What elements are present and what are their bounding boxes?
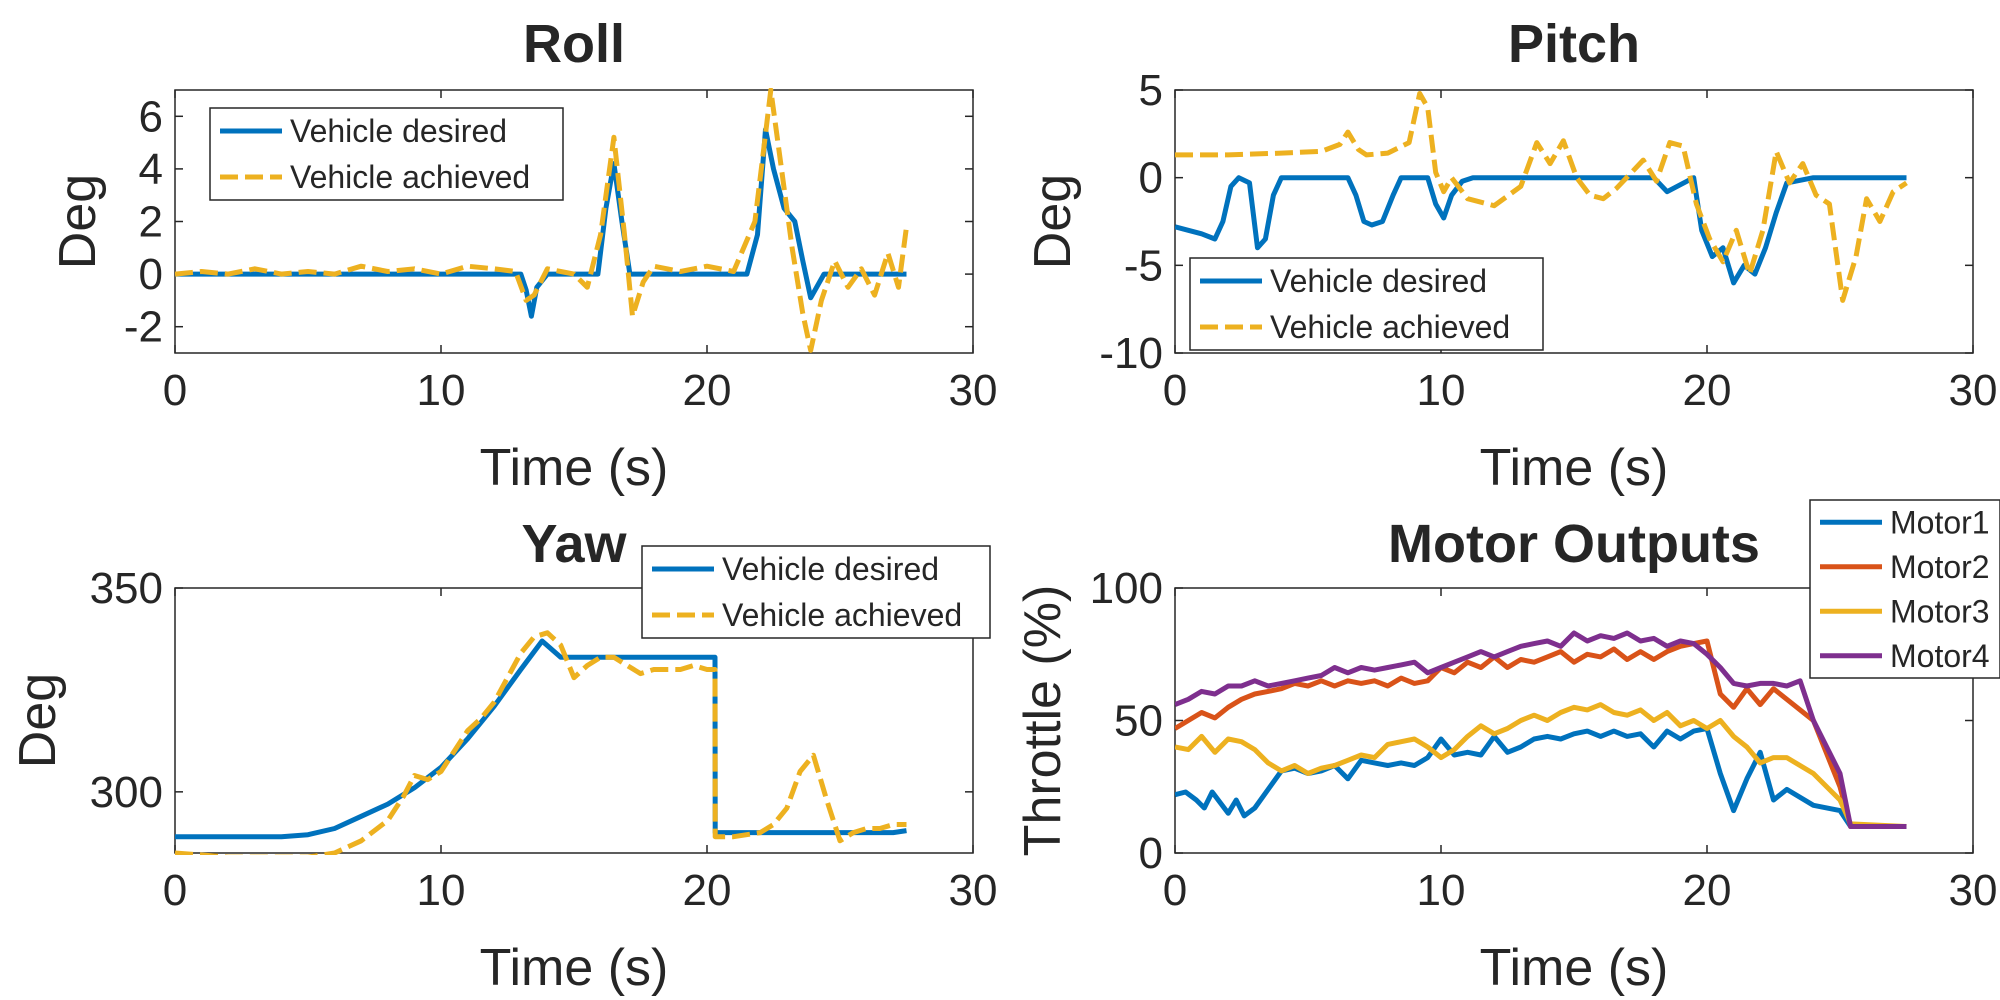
x-tick-label: 30 <box>949 866 998 915</box>
legend-label: Motor2 <box>1890 549 1990 585</box>
x-axis-label: Time (s) <box>1480 439 1669 497</box>
x-axis-label: Time (s) <box>1480 939 1669 997</box>
legend-label: Motor3 <box>1890 593 1990 629</box>
series-line-vehicle-achieved <box>175 88 909 353</box>
x-tick-label: 0 <box>1163 366 1187 415</box>
x-tick-label: 20 <box>1683 866 1732 915</box>
x-tick-label: 0 <box>163 866 187 915</box>
x-tick-label: 0 <box>1163 866 1187 915</box>
chart-yaw: 0 10 20 30 300 350 Yaw Time (s) Deg Vehicle desir… <box>9 514 997 997</box>
chart-motors: 0 10 20 30 0 50 100 Motor Outputs Time (s) Thrott… <box>1014 499 2000 997</box>
x-tick-label: 20 <box>683 366 732 415</box>
y-tick-label: -2 <box>124 303 163 352</box>
y-tick-label: 0 <box>1139 154 1163 203</box>
x-tick-label: 30 <box>949 366 998 415</box>
x-tick-label: 10 <box>417 866 466 915</box>
legend-label: Vehicle achieved <box>290 159 530 195</box>
chart-title: Roll <box>523 14 625 74</box>
y-axis-label: Deg <box>49 174 107 269</box>
series-group <box>1175 630 1907 829</box>
legend: Vehicle desired Vehicle achieved <box>641 545 991 639</box>
x-tick-label: 0 <box>163 366 187 415</box>
series-line-vehicle-desired <box>175 638 907 840</box>
x-axis-label: Time (s) <box>480 939 669 997</box>
y-tick-label: 100 <box>1090 564 1163 613</box>
legend-box <box>641 545 991 639</box>
y-tick-label: 0 <box>1139 829 1163 878</box>
y-tick-label: 0 <box>139 250 163 299</box>
legend-box <box>1189 257 1544 351</box>
y-tick-label: -5 <box>1124 241 1163 290</box>
y-tick-label: -10 <box>1099 329 1163 378</box>
y-axis-label: Deg <box>9 673 67 768</box>
x-tick-label: 20 <box>683 866 732 915</box>
x-axis-label: Time (s) <box>480 439 669 497</box>
legend-box <box>1809 499 2000 679</box>
legend-box <box>209 107 564 201</box>
chart-title: Yaw <box>521 514 627 574</box>
series-line-motor1 <box>1175 726 1907 829</box>
chart-title: Motor Outputs <box>1388 514 1760 574</box>
series-line-motor3 <box>1175 702 1907 829</box>
legend-label: Vehicle desired <box>290 113 507 149</box>
legend-label: Vehicle desired <box>1270 263 1487 299</box>
x-tick-label: 30 <box>1949 366 1998 415</box>
series-line-motor2 <box>1175 638 1907 829</box>
y-tick-label: 350 <box>90 564 163 613</box>
y-tick-label: 300 <box>90 768 163 817</box>
series-line-vehicle-achieved <box>1175 91 1908 303</box>
legend: Vehicle desired Vehicle achieved <box>209 107 564 201</box>
legend-label: Vehicle achieved <box>1270 309 1510 345</box>
y-tick-label: 4 <box>139 145 163 194</box>
y-tick-label: 5 <box>1139 66 1163 115</box>
series-line-vehicle-desired <box>1175 175 1907 286</box>
series-group <box>1175 91 1908 303</box>
legend-label: Vehicle achieved <box>722 597 962 633</box>
legend-label: Vehicle desired <box>722 551 939 587</box>
y-tick-label: 2 <box>139 198 163 247</box>
x-tick-label: 10 <box>417 366 466 415</box>
y-axis-label: Deg <box>1024 174 1082 269</box>
x-tick-label: 10 <box>1417 866 1466 915</box>
series-line-vehicle-desired <box>175 127 907 319</box>
chart-title: Pitch <box>1508 14 1640 74</box>
legend: Motor1 Motor2 Motor3 Motor4 <box>1809 499 2000 679</box>
legend-label: Motor4 <box>1890 638 1990 674</box>
legend: Vehicle desired Vehicle achieved <box>1189 257 1544 351</box>
x-tick-label: 30 <box>1949 866 1998 915</box>
chart-pitch: 0 10 20 30 -10 -5 0 5 Pitch Time (s) Deg Vehicle de… <box>1024 14 1997 497</box>
series-line-motor4 <box>1175 630 1907 829</box>
series-line-vehicle-achieved <box>175 630 907 855</box>
y-tick-label: 6 <box>139 92 163 141</box>
x-tick-label: 10 <box>1417 366 1466 415</box>
x-tick-label: 20 <box>1683 366 1732 415</box>
y-axis-label: Throttle (%) <box>1014 585 1072 857</box>
y-tick-label: 50 <box>1114 697 1163 746</box>
series-group <box>175 88 909 353</box>
series-group <box>175 630 907 855</box>
legend-label: Motor1 <box>1890 504 1990 540</box>
